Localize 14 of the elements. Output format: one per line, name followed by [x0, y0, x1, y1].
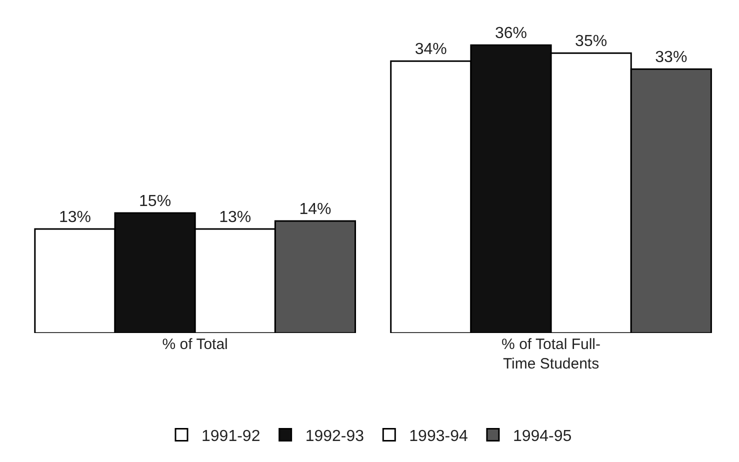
data-label: 13%: [219, 209, 252, 226]
legend-label: 1991-92: [202, 428, 260, 445]
legend-label: 1994-95: [512, 428, 572, 445]
legend-label: 1992-93: [305, 428, 364, 445]
data-label: 33%: [655, 49, 688, 66]
x-tick-label: % of Total: [162, 336, 228, 353]
data-label: 15%: [139, 193, 172, 210]
data-label: 35%: [575, 33, 608, 50]
data-label: 34%: [414, 41, 447, 58]
data-label: 14%: [299, 201, 332, 218]
x-tick-label: % of Total Full-Time Students: [502, 336, 600, 372]
data-label: 36%: [494, 25, 527, 42]
legend-label: 1993-94: [409, 428, 468, 445]
data-label: 13%: [58, 209, 91, 226]
